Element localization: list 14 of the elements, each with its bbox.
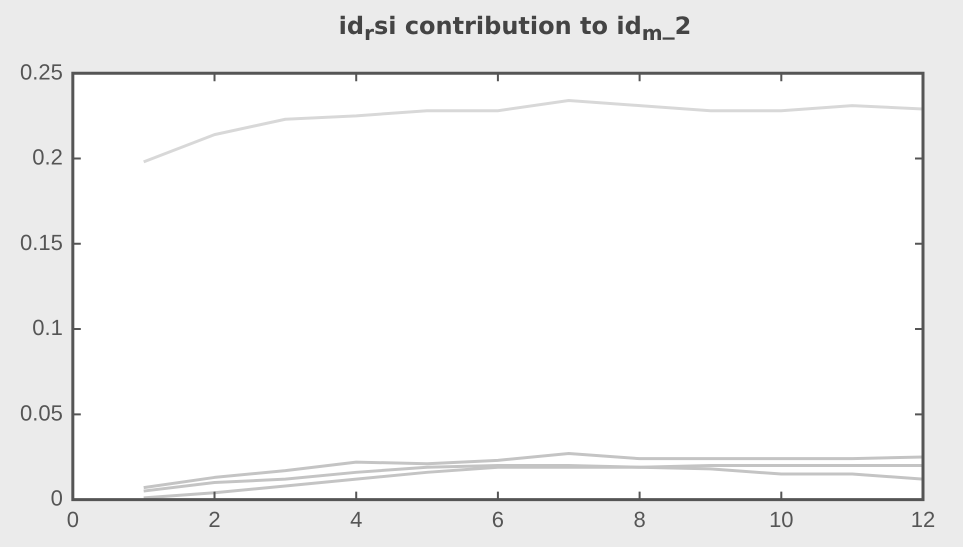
x-tick-label: 4 — [350, 506, 362, 532]
chart-title: id$_{r}$si contribution to id$_{m}$_2 — [338, 12, 692, 45]
x-tick-label: 0 — [66, 506, 79, 532]
x-tick-label: 2 — [208, 506, 221, 532]
y-tick-label: 0.05 — [20, 400, 63, 426]
y-tick-label: 0.15 — [20, 230, 63, 255]
x-tick-label: 10 — [769, 506, 794, 532]
x-tick-label: 8 — [633, 506, 646, 532]
y-tick-label: 0 — [50, 486, 63, 511]
y-tick-label: 0.1 — [32, 315, 63, 340]
y-tick-label: 0.2 — [32, 144, 63, 170]
y-tick-label: 0.25 — [20, 59, 63, 84]
x-tick-label: 6 — [492, 506, 504, 532]
x-tick-label: 12 — [910, 506, 936, 532]
